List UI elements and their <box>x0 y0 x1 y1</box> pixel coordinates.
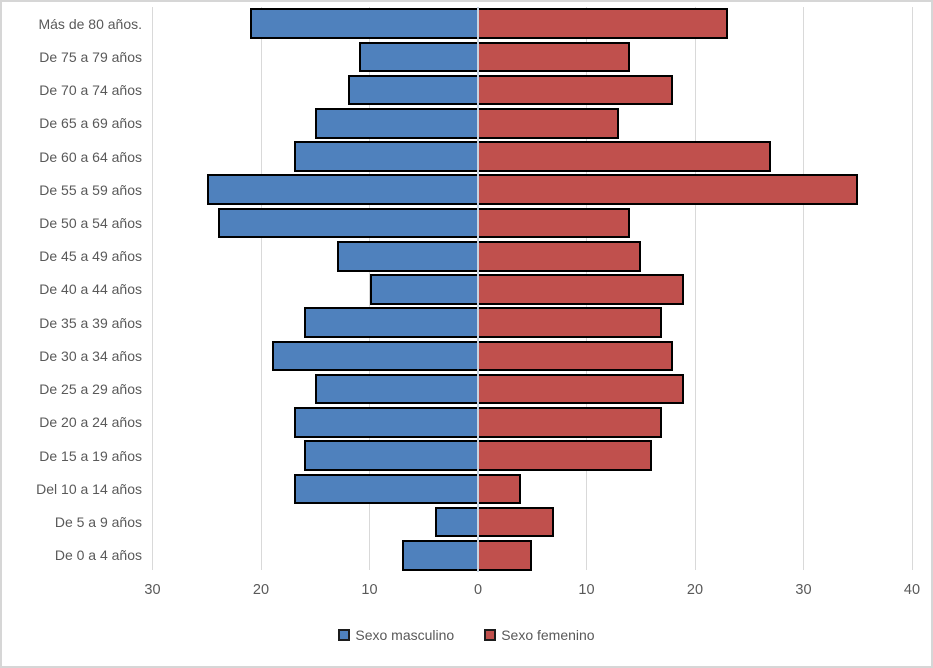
bar-masculino-row-2 <box>358 41 478 73</box>
bar-masculino-row-11 <box>271 340 478 372</box>
category-label: De 40 a 44 años <box>39 281 142 298</box>
bar-masculino-row-5 <box>293 141 478 172</box>
category-label: Del 10 a 14 años <box>36 480 142 497</box>
x-tick-label: 30 <box>795 582 812 598</box>
bar-femenino-row-7 <box>478 207 630 239</box>
category-label: De 30 a 34 años <box>39 347 142 364</box>
bar-masculino-row-14 <box>304 440 478 471</box>
bar-masculino-row-4 <box>315 108 478 139</box>
bar-femenino-row-8 <box>478 240 641 272</box>
bar-femenino-row-2 <box>478 41 630 73</box>
legend-item-masculino: Sexo masculino <box>338 627 454 643</box>
category-label: De 50 a 54 años <box>39 215 142 232</box>
bar-femenino-row-14 <box>478 440 652 471</box>
legend-label-masculino: Sexo masculino <box>355 627 455 643</box>
category-label: De 25 a 29 años <box>39 381 142 398</box>
category-label: Más de 80 años. <box>38 15 142 32</box>
bar-femenino-row-13 <box>478 407 663 438</box>
x-tick-label: 10 <box>361 582 378 598</box>
category-label: De 75 a 79 años <box>39 48 142 65</box>
bar-masculino-row-7 <box>217 207 478 239</box>
zero-axis-line <box>477 7 479 572</box>
x-tick-label: 10 <box>578 582 595 598</box>
x-tick-label: 40 <box>903 582 921 598</box>
x-tick-label: 0 <box>473 582 483 598</box>
gridline--30 <box>152 7 153 570</box>
category-label: De 5 a 9 años <box>54 514 142 531</box>
bar-masculino-row-10 <box>304 307 478 339</box>
bar-femenino-row-10 <box>478 307 663 339</box>
bar-femenino-row-3 <box>478 74 674 106</box>
bar-femenino-row-9 <box>478 274 685 305</box>
legend-marker-femenino-icon <box>484 629 497 641</box>
bar-femenino-row-11 <box>478 340 674 372</box>
bar-femenino-row-16 <box>478 506 554 538</box>
gridline-20 <box>694 7 696 570</box>
category-label: De 65 a 69 años <box>39 115 142 132</box>
bar-masculino-row-17 <box>402 540 478 571</box>
bar-femenino-row-4 <box>478 108 620 139</box>
category-label: De 15 a 19 años <box>39 447 142 464</box>
category-label: De 70 a 74 años <box>39 82 142 99</box>
x-tick-label: 30 <box>144 582 161 598</box>
x-tick-label: 20 <box>686 582 704 598</box>
bar-femenino-row-5 <box>478 141 771 172</box>
gridline-40 <box>911 7 913 570</box>
x-tick-label: 20 <box>252 582 270 598</box>
category-label: De 0 a 4 años <box>54 547 142 564</box>
bar-femenino-row-1 <box>478 8 728 39</box>
bar-masculino-row-12 <box>315 373 478 405</box>
legend-item-femenino: Sexo femenino <box>484 627 595 643</box>
category-label: De 45 a 49 años <box>39 248 142 265</box>
bar-masculino-row-6 <box>206 174 478 206</box>
category-label: De 60 a 64 años <box>39 148 142 165</box>
category-label: De 35 a 39 años <box>39 314 142 331</box>
gridline--20 <box>260 7 262 570</box>
bar-femenino-row-12 <box>478 373 685 405</box>
legend-label-femenino: Sexo femenino <box>501 627 595 643</box>
bar-masculino-row-1 <box>250 8 478 39</box>
bar-masculino-row-13 <box>293 407 478 438</box>
bar-masculino-row-3 <box>347 74 478 106</box>
category-label: De 55 a 59 años <box>39 181 142 198</box>
bar-femenino-row-17 <box>478 540 533 571</box>
bar-masculino-row-9 <box>369 274 478 305</box>
category-label: De 20 a 24 años <box>39 414 142 431</box>
legend-marker-masculino-icon <box>338 629 351 641</box>
bar-masculino-row-8 <box>336 240 478 272</box>
legend: Sexo masculino Sexo femenino <box>2 627 931 643</box>
bar-femenino-row-15 <box>478 473 522 505</box>
gridline-30 <box>803 7 804 570</box>
bar-femenino-row-6 <box>478 174 858 206</box>
bar-masculino-row-15 <box>293 473 478 505</box>
bar-masculino-row-16 <box>434 506 478 538</box>
